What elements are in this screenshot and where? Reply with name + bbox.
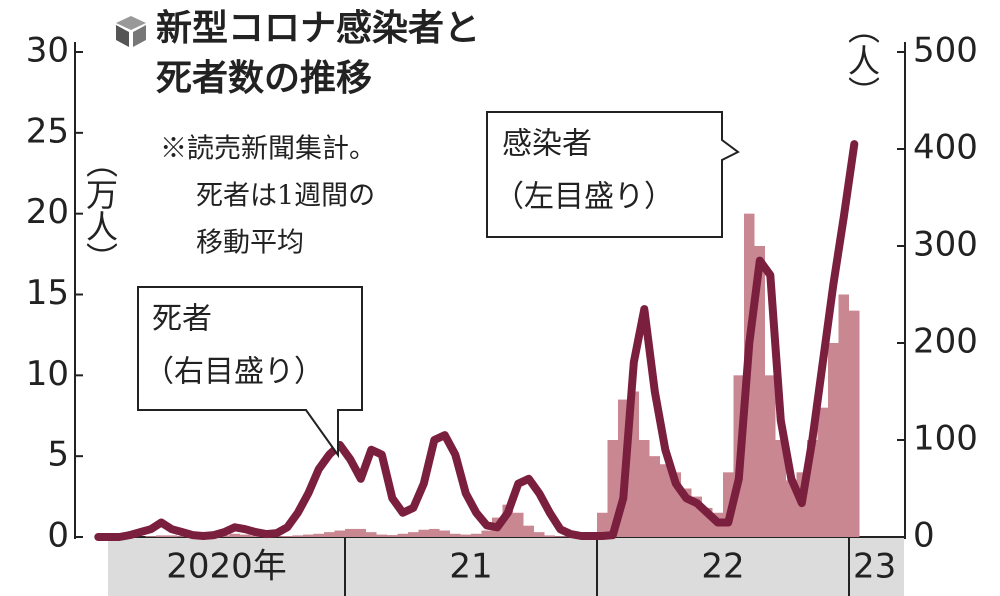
bar [639, 440, 650, 537]
bar [471, 533, 482, 537]
note: ※読売新聞集計。 [160, 134, 376, 165]
y-tick-label: 0 [47, 516, 69, 556]
y2-tick-label: 500 [913, 31, 978, 71]
x-tick-label: 23 [853, 547, 896, 587]
bar [313, 533, 324, 537]
bar [397, 533, 408, 537]
callout: 死者 （右目盛り） [137, 286, 363, 459]
legend-label: 死者 [152, 302, 212, 337]
note: 死者は1週間の [196, 181, 375, 212]
bar [387, 535, 398, 537]
bar [670, 472, 681, 537]
bar [628, 391, 639, 537]
y-tick-label: 25 [26, 111, 69, 151]
bar [775, 440, 786, 537]
bar [534, 532, 545, 537]
bar [408, 532, 419, 537]
title-icon [116, 16, 146, 47]
bar [250, 535, 261, 537]
year-band [108, 538, 904, 596]
bar [481, 530, 492, 537]
bar [429, 528, 440, 537]
y-axis-label: （万人） [81, 146, 119, 274]
bar [502, 504, 513, 537]
y2-tick-label: 200 [913, 322, 978, 362]
bar [649, 456, 660, 537]
bar [849, 310, 860, 537]
chart-title: 死者数の推移 [156, 58, 372, 99]
x-tick-label: 22 [701, 547, 744, 587]
bar [597, 512, 608, 537]
y-tick-label: 30 [26, 31, 69, 71]
bar [345, 528, 356, 537]
bar [292, 535, 303, 537]
bar [786, 480, 797, 537]
y-tick-label: 5 [47, 435, 69, 475]
bar [177, 536, 188, 537]
bar [691, 496, 702, 537]
bar [660, 464, 671, 537]
y2-tick-label: 300 [913, 225, 978, 265]
bar [807, 440, 818, 537]
bar [513, 512, 524, 537]
line [94, 140, 859, 541]
bar [754, 246, 765, 537]
bar [544, 535, 555, 537]
y-tick-label: 20 [26, 192, 69, 232]
note: 移動平均 [196, 228, 304, 259]
bar [607, 440, 618, 537]
y2-axis-label: （人） [843, 12, 881, 108]
bar [723, 472, 734, 537]
chart-title: 新型コロナ感染者と [156, 8, 480, 49]
x-tick-label: 2020年 [166, 547, 287, 587]
x-tick-label: 21 [449, 547, 492, 587]
bar [450, 533, 461, 537]
bar [324, 532, 335, 537]
bar [366, 532, 377, 537]
legend-label: 感染者 [502, 127, 592, 162]
bar [303, 534, 314, 537]
callout: 感染者 （左目盛り） [486, 111, 740, 238]
bar [376, 534, 387, 537]
bar [523, 525, 534, 537]
legend-note: （右目盛り） [144, 355, 324, 390]
bar [439, 530, 450, 537]
bar [555, 536, 566, 537]
y-tick-label: 10 [26, 354, 69, 394]
y2-tick-label: 400 [913, 128, 978, 168]
bar [765, 375, 776, 537]
bar [418, 529, 429, 537]
y2-tick-label: 100 [913, 419, 978, 459]
bar [145, 536, 156, 537]
bar [156, 535, 167, 537]
bar [166, 535, 177, 537]
bar [681, 488, 692, 537]
bar [828, 343, 839, 537]
y2-tick-label: 0 [913, 516, 935, 556]
bar [334, 530, 345, 537]
bar [282, 536, 293, 537]
bar [229, 533, 240, 537]
bar [240, 534, 251, 537]
bar [355, 528, 366, 537]
legend-note: （左目盛り） [494, 180, 674, 215]
bar [838, 294, 849, 537]
bar [702, 507, 713, 537]
bar [817, 407, 828, 537]
y-tick-label: 15 [26, 273, 69, 313]
bar [460, 534, 471, 537]
